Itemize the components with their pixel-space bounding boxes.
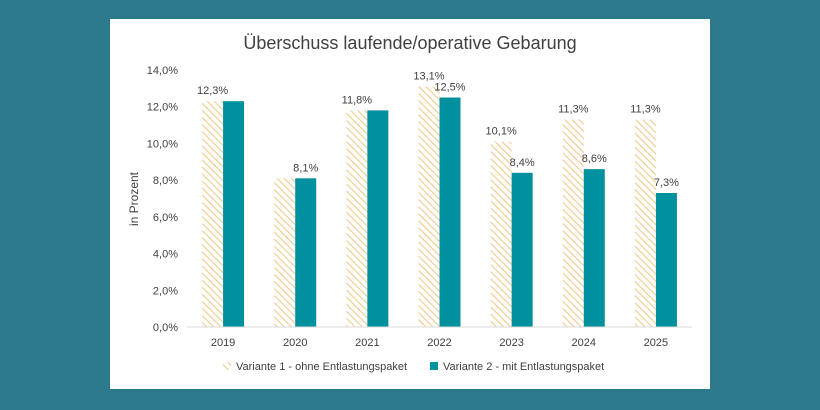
data-label: 8,6% <box>582 153 607 165</box>
legend: Variante 1 - ohne Entlastungspaket Varian… <box>223 361 604 373</box>
data-labels: 12,3% 8,1% 11,8% 13,1%12,5% 10,1% 8,4% 11,3% 8,… <box>197 71 679 189</box>
y-tick-label: 8,0% <box>153 175 178 187</box>
bar-series-2-2025 <box>655 192 677 327</box>
bar-chart: Überschuss laufende/operative Gebarung i… <box>127 33 692 373</box>
legend-swatch-series-1 <box>223 362 231 370</box>
bar-series-2-2019 <box>223 101 245 327</box>
x-tick-label: 2020 <box>283 337 307 349</box>
bar-series-1-2023 <box>490 141 512 327</box>
data-label: 8,4% <box>510 157 535 169</box>
bar-series-1-2021 <box>346 110 368 327</box>
data-label: 11,3% <box>630 104 661 116</box>
x-axis: 2019 2020 2021 2022 2023 2024 2025 <box>211 337 668 349</box>
bar-series-2-2020 <box>295 178 317 327</box>
legend-label-series-1: Variante 1 - ohne Entlastungspaket <box>236 361 407 373</box>
bar-series-1-2024 <box>562 119 584 327</box>
y-tick-label: 6,0% <box>153 212 178 224</box>
bars <box>202 86 677 328</box>
x-tick-label: 2023 <box>499 337 523 349</box>
data-label: 10,1% <box>486 126 517 138</box>
bar-series-2-2022 <box>439 97 461 328</box>
y-tick-label: 0,0% <box>153 322 178 334</box>
y-tick-label: 4,0% <box>153 249 178 261</box>
x-tick-label: 2021 <box>355 337 379 349</box>
y-tick-label: 14,0% <box>147 65 178 77</box>
y-axis: 0,0% 2,0% 4,0% 6,0% 8,0% 10,0% 12,0% 14,0% <box>147 65 178 334</box>
data-label: 12,5% <box>434 82 465 94</box>
y-tick-label: 12,0% <box>147 102 178 114</box>
x-tick-label: 2019 <box>211 337 235 349</box>
data-label: 13,1% <box>413 71 444 83</box>
data-label: 7,3% <box>654 177 679 189</box>
chart-title: Überschuss laufende/operative Gebarung <box>243 33 576 53</box>
y-tick-label: 2,0% <box>153 285 178 297</box>
bar-series-1-2020 <box>274 178 296 327</box>
bar-series-1-2022 <box>418 86 440 328</box>
legend-swatch-series-2 <box>430 362 438 370</box>
legend-label-series-2: Variante 2 - mit Entlastungspaket <box>443 361 604 373</box>
x-tick-label: 2025 <box>644 337 668 349</box>
y-axis-title: in Prozent <box>127 171 141 226</box>
chart-card: Überschuss laufende/operative Gebarung i… <box>110 19 710 389</box>
y-tick-label: 10,0% <box>147 138 178 150</box>
x-tick-label: 2024 <box>572 337 596 349</box>
bar-series-2-2021 <box>367 110 389 327</box>
bar-series-2-2023 <box>511 172 533 327</box>
bar-series-2-2024 <box>583 169 605 327</box>
bar-series-1-2025 <box>634 119 656 327</box>
bar-series-1-2019 <box>202 101 224 327</box>
data-label: 12,3% <box>197 85 228 97</box>
data-label: 11,3% <box>558 104 589 116</box>
x-tick-label: 2022 <box>427 337 451 349</box>
data-label: 11,8% <box>342 94 373 106</box>
data-label: 8,1% <box>293 162 318 174</box>
